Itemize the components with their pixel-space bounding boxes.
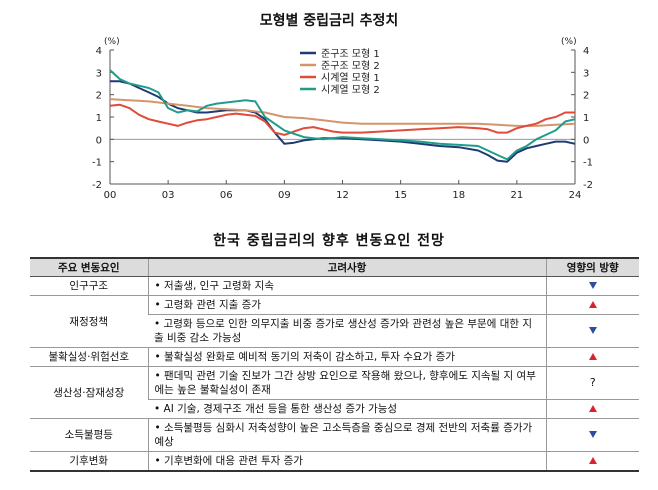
- table-row: • AI 기술, 경제구조 개선 등을 통한 생산성 증가 가능성: [30, 399, 639, 419]
- consideration-cell: • 고령화 관련 지출 증가: [147, 295, 546, 315]
- x-tick-label: 06: [220, 190, 233, 201]
- y-tick-label: -1: [583, 158, 593, 169]
- consideration-cell: • 소득불평등 심화시 저축성향이 높은 고소득층을 중심으로 경제 전반의 저…: [147, 418, 546, 452]
- factor-table: 주요 변동요인 고려사항 영향의 방향 인구구조 • 저출생, 인구 고령화 지…: [30, 257, 639, 472]
- down-triangle-icon: [588, 326, 597, 334]
- series-line: [109, 103, 575, 136]
- x-tick-label: 00: [104, 190, 117, 201]
- chart-title: 모형별 중립금리 추정치: [259, 13, 399, 29]
- y-unit-label: (%): [561, 37, 577, 47]
- factor-cell: 재정정책: [30, 295, 148, 348]
- neutral-rate-chart: -2 -2-1 -10 01 12 23 34 4(%) (%)00 03 06 09 12 15 18 21…: [92, 37, 593, 201]
- y-tick-label: 2: [583, 91, 589, 102]
- legend-label: 시계열 모형 1: [321, 72, 380, 84]
- y-tick-label: 3: [96, 68, 102, 79]
- factor-cell: 소득불평등: [30, 418, 148, 452]
- x-tick-label: 09: [278, 190, 291, 201]
- y-tick-label: -2: [92, 180, 102, 191]
- table-header-row: 주요 변동요인 고려사항 영향의 방향: [30, 257, 639, 277]
- consideration-cell: • 기후변화에 대응 관련 투자 증가: [147, 451, 546, 472]
- series-line: [110, 80, 576, 163]
- up-triangle-icon: [588, 456, 597, 464]
- impact-cell: [545, 451, 639, 472]
- factor-cell: 불확실성·위험선호: [30, 347, 148, 367]
- consideration-cell: • 저출생, 인구 고령화 지속: [147, 276, 546, 296]
- y-tick-label: 4: [96, 46, 102, 57]
- y-tick-label: 0: [96, 135, 102, 146]
- table-row: 불확실성·위험선호 • 불확실성 완화로 예비적 동기의 저축이 감소하고, 투…: [30, 347, 639, 367]
- table-row: 인구구조 • 저출생, 인구 고령화 지속: [30, 276, 639, 296]
- series-line: [109, 98, 576, 127]
- y-tick-label: -2: [583, 180, 593, 191]
- table-row: • 고령화 등으로 인한 의무지출 비중 증가로 생산성 증가와 관련성 높은 …: [30, 314, 639, 348]
- y-tick-label: 1: [96, 113, 102, 124]
- table-row: 재정정책 • 고령화 관련 지출 증가: [30, 295, 639, 348]
- up-triangle-icon: [588, 352, 597, 360]
- x-tick-label: 18: [452, 190, 465, 201]
- table-row: 생산성·잠재성장 • 팬데믹 관련 기술 진보가 그간 상방 요인으로 작용해 …: [30, 366, 639, 419]
- down-triangle-icon: [588, 281, 597, 289]
- header-consideration: 고려사항: [147, 257, 546, 277]
- y-tick-label: 2: [96, 91, 102, 102]
- table-title: 한국 중립금리의 향후 변동요인 전망: [213, 233, 445, 249]
- uncertain-mark: ?: [589, 376, 596, 389]
- factor-cell: 생산성·잠재성장: [30, 366, 148, 419]
- up-triangle-icon: [588, 300, 597, 308]
- up-triangle-icon: [588, 404, 597, 412]
- impact-cell: [545, 295, 639, 315]
- y-tick-label: 4: [583, 46, 589, 57]
- header-factor: 주요 변동요인: [30, 257, 148, 277]
- consideration-cell: • 불확실성 완화로 예비적 동기의 저축이 감소하고, 투자 수요가 증가: [147, 347, 546, 367]
- legend-label: 준구조 모형 1: [321, 48, 380, 60]
- impact-cell: ?: [545, 366, 639, 400]
- impact-cell: [545, 418, 639, 452]
- legend-label: 시계열 모형 2: [321, 84, 380, 96]
- impact-cell: [545, 347, 639, 367]
- consideration-cell: • 고령화 등으로 인한 의무지출 비중 증가로 생산성 증가와 관련성 높은 …: [148, 314, 546, 348]
- series-line: [109, 69, 576, 161]
- x-tick-label: 15: [394, 190, 407, 201]
- y-tick-label: -1: [92, 158, 102, 169]
- consideration-cell: • AI 기술, 경제구조 개선 등을 통한 생산성 증가 가능성: [148, 399, 546, 419]
- header-impact: 영향의 방향: [545, 257, 639, 277]
- y-unit-label: (%): [104, 37, 120, 47]
- impact-cell: [545, 314, 639, 348]
- factor-cell: 인구구조: [30, 276, 148, 296]
- table-row: 소득불평등 • 소득불평등 심화시 저축성향이 높은 고소득층을 중심으로 경제…: [30, 418, 639, 452]
- table-row: 기후변화 • 기후변화에 대응 관련 투자 증가: [30, 451, 639, 472]
- impact-cell: [545, 276, 639, 296]
- y-tick-label: 0: [583, 135, 589, 146]
- x-tick-label: 21: [511, 190, 524, 201]
- x-tick-label: 03: [162, 190, 175, 201]
- factor-cell: 기후변화: [30, 451, 148, 472]
- x-tick-label: 12: [336, 190, 349, 201]
- y-tick-label: 1: [583, 113, 589, 124]
- legend-label: 준구조 모형 2: [321, 60, 380, 72]
- impact-cell: [545, 399, 639, 419]
- x-tick-label: 24: [569, 190, 582, 201]
- consideration-cell: • 팬데믹 관련 기술 진보가 그간 상방 요인으로 작용해 왔으나, 향후에도…: [147, 366, 546, 400]
- y-tick-label: 3: [583, 68, 589, 79]
- down-triangle-icon: [588, 430, 597, 438]
